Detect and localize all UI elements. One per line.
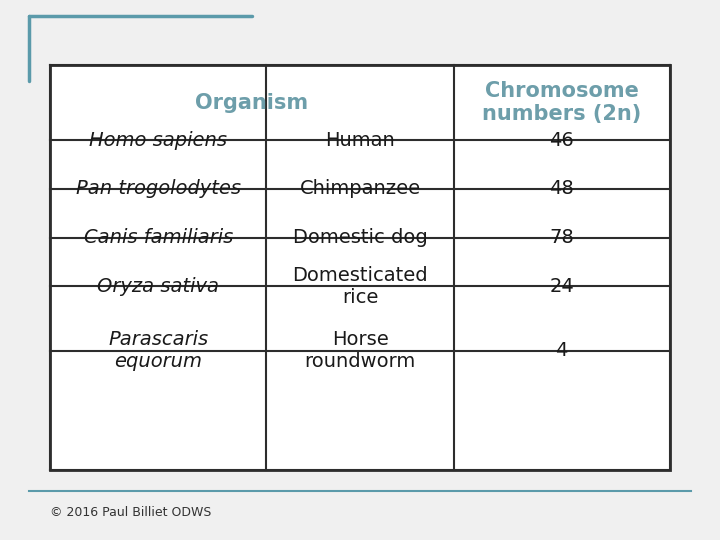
Text: 48: 48 [549, 179, 574, 199]
Text: Domestic dog: Domestic dog [292, 228, 428, 247]
Text: © 2016 Paul Billiet ODWS: © 2016 Paul Billiet ODWS [50, 507, 212, 519]
Text: 78: 78 [549, 228, 574, 247]
Text: Organism: Organism [195, 92, 309, 113]
Bar [50, 65, 670, 470]
Text: Domesticated
rice: Domesticated rice [292, 266, 428, 307]
Text: Parascaris
equorum: Parascaris equorum [108, 330, 209, 372]
Text: Oryza sativa: Oryza sativa [97, 276, 220, 296]
Text: Canis familiaris: Canis familiaris [84, 228, 233, 247]
Text: Human: Human [325, 131, 395, 150]
Text: 4: 4 [555, 341, 568, 361]
Text: 24: 24 [549, 276, 574, 296]
Text: 46: 46 [549, 131, 574, 150]
Text: Chimpanzee: Chimpanzee [300, 179, 420, 199]
Text: Homo sapiens: Homo sapiens [89, 131, 228, 150]
Text: Horse
roundworm: Horse roundworm [305, 330, 415, 372]
Text: Chromosome
numbers (2n): Chromosome numbers (2n) [482, 81, 642, 124]
Text: Pan trogolodytes: Pan trogolodytes [76, 179, 241, 199]
